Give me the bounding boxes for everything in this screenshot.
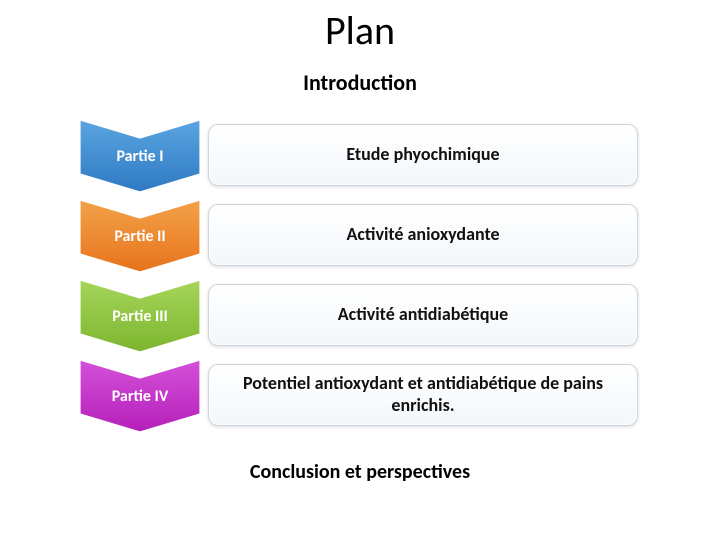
plan-row: Partie IV Potentiel antioxydant et antidi… xyxy=(80,360,640,432)
plan-row: Partie III Activité antidiabétique xyxy=(80,280,640,352)
intro-text: Introduction xyxy=(0,69,720,96)
conclusion-text: Conclusion et perspectives xyxy=(0,460,720,484)
content-text: Activité anioxydante xyxy=(346,224,499,246)
chevron-label: Partie II xyxy=(114,227,165,246)
rows-container: Partie I Etude phyochimique Partie II Activ… xyxy=(80,120,640,440)
content-text: Etude phyochimique xyxy=(346,144,499,166)
slide-title: Plan xyxy=(0,0,720,55)
content-capsule: Etude phyochimique xyxy=(208,124,638,186)
chevron-shape: Partie III xyxy=(80,280,200,352)
plan-row: Partie I Etude phyochimique xyxy=(80,120,640,192)
chevron-shape: Partie I xyxy=(80,120,200,192)
content-capsule: Activité anioxydante xyxy=(208,204,638,266)
chevron-shape: Partie IV xyxy=(80,360,200,432)
content-text: Activité antidiabétique xyxy=(338,304,508,326)
content-text: Potentiel antioxydant et antidiabétique … xyxy=(223,373,623,416)
chevron-label: Partie I xyxy=(116,147,163,166)
plan-row: Partie II Activité anioxydante xyxy=(80,200,640,272)
chevron-shape: Partie II xyxy=(80,200,200,272)
chevron-label: Partie IV xyxy=(112,387,169,406)
content-capsule: Activité antidiabétique xyxy=(208,284,638,346)
chevron-label: Partie III xyxy=(112,307,168,326)
content-capsule: Potentiel antioxydant et antidiabétique … xyxy=(208,364,638,426)
